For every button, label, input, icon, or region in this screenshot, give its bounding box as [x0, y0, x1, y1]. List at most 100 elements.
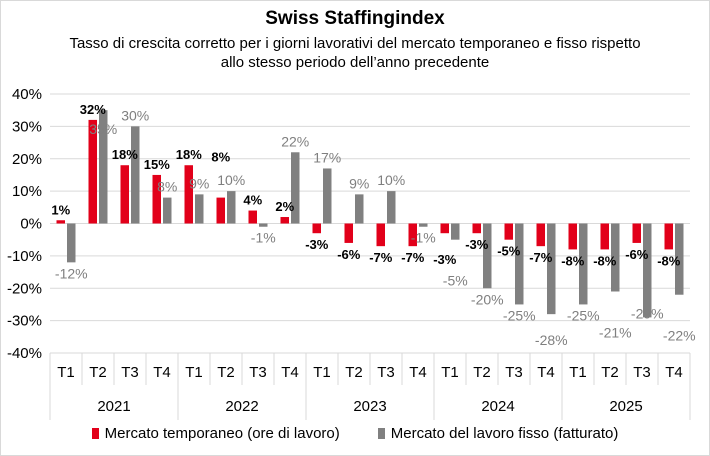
data-label: 18% — [112, 147, 138, 162]
bar-temporary — [568, 223, 577, 250]
bar-temporary — [600, 223, 609, 250]
bar-permanent — [227, 191, 236, 224]
bar-temporary — [152, 174, 161, 224]
data-label: 1% — [51, 202, 70, 217]
data-label: 32% — [80, 102, 106, 117]
legend: Mercato temporaneo (ore di lavoro) Merca… — [0, 425, 710, 442]
bar-temporary — [280, 217, 289, 224]
x-tick-label: T2 — [89, 364, 107, 381]
x-tick-label: T4 — [537, 364, 555, 381]
bar-temporary — [344, 223, 353, 243]
bar-temporary — [248, 210, 257, 224]
x-tick-label: T1 — [441, 364, 459, 381]
data-label: 10% — [217, 172, 245, 188]
legend-label: Mercato del lavoro fisso (fatturato) — [390, 425, 619, 442]
bar-temporary — [440, 223, 449, 234]
legend-label: Mercato temporaneo (ore di lavoro) — [104, 425, 340, 442]
y-tick-label: 10% — [12, 183, 42, 200]
x-tick-label: T1 — [569, 364, 587, 381]
y-tick-label: 0% — [20, 216, 42, 233]
x-tick-label: T2 — [473, 364, 491, 381]
chart-title: Swiss Staffingindex — [265, 8, 445, 29]
y-tick-label: 30% — [12, 118, 42, 135]
bar-temporary — [504, 223, 513, 240]
bar-temporary — [56, 220, 65, 224]
data-label: 18% — [176, 147, 202, 162]
x-tick-label: T2 — [601, 364, 619, 381]
legend-swatch-red — [91, 428, 99, 439]
x-tick-label: T3 — [633, 364, 651, 381]
y-tick-label: 20% — [12, 151, 42, 168]
bar-permanent — [323, 168, 332, 224]
bar-permanent — [131, 126, 140, 224]
data-label: 9% — [349, 175, 369, 191]
y-tick-label: -30% — [7, 313, 42, 330]
legend-item-temporary: Mercato temporaneo (ore di lavoro) — [91, 425, 340, 442]
bar-permanent — [515, 223, 524, 305]
bar-temporary — [312, 223, 321, 234]
bar-permanent — [611, 223, 620, 292]
bar-permanent — [419, 223, 428, 227]
bar-temporary — [408, 223, 417, 247]
data-label: 17% — [313, 149, 341, 165]
data-label: -5% — [443, 273, 468, 289]
data-label: -20% — [471, 291, 504, 307]
bar-permanent — [259, 223, 268, 227]
bar-permanent — [675, 223, 684, 295]
bar-temporary — [472, 223, 481, 234]
bar-temporary — [216, 197, 225, 224]
data-label: -25% — [503, 307, 536, 323]
legend-item-permanent: Mercato del lavoro fisso (fatturato) — [377, 425, 619, 442]
bar-permanent — [195, 194, 204, 224]
year-label: 2022 — [225, 398, 258, 415]
x-tick-label: T1 — [57, 364, 75, 381]
year-label: 2023 — [353, 398, 386, 415]
data-label: 15% — [144, 157, 170, 172]
data-label: -8% — [593, 253, 617, 268]
data-label: -6% — [337, 247, 361, 262]
x-tick-label: T2 — [345, 364, 363, 381]
legend-swatch-gray — [377, 428, 385, 439]
year-label: 2024 — [481, 398, 514, 415]
year-label: 2021 — [97, 398, 130, 415]
bar-permanent — [547, 223, 556, 315]
bar-permanent — [387, 191, 396, 224]
bar-permanent — [67, 223, 76, 263]
data-label: 4% — [243, 193, 262, 208]
x-tick-label: T3 — [505, 364, 523, 381]
x-tick-label: T2 — [217, 364, 235, 381]
data-label: 10% — [377, 172, 405, 188]
data-label: -12% — [55, 265, 88, 281]
data-label: -29% — [631, 305, 664, 321]
bar-permanent — [355, 194, 364, 224]
data-label: 2% — [275, 199, 294, 214]
year-label: 2025 — [609, 398, 642, 415]
bar-temporary — [376, 223, 385, 247]
bar-permanent — [99, 110, 108, 224]
x-tick-label: T3 — [377, 364, 395, 381]
x-tick-label: T1 — [185, 364, 203, 381]
x-tick-label: T1 — [313, 364, 331, 381]
data-label: 22% — [281, 133, 309, 149]
data-label: -22% — [663, 328, 696, 344]
bar-permanent — [579, 223, 588, 305]
bar-temporary — [664, 223, 673, 250]
data-label: -3% — [305, 237, 329, 252]
bar-permanent — [451, 223, 460, 240]
bar-permanent — [291, 152, 300, 224]
chart-subtitle: Tasso di crescita corretto per i giorni … — [69, 35, 641, 71]
bar-permanent — [643, 223, 652, 318]
bar-temporary — [632, 223, 641, 243]
data-label: 35% — [89, 121, 117, 137]
data-label: -7% — [401, 250, 425, 265]
x-tick-label: T4 — [665, 364, 683, 381]
data-label: 8% — [157, 179, 177, 195]
data-label: -3% — [433, 252, 457, 267]
data-label: 8% — [211, 150, 230, 165]
data-label: -3% — [465, 237, 489, 252]
x-tick-label: T4 — [281, 364, 299, 381]
data-label: -8% — [657, 253, 681, 268]
y-tick-label: 40% — [12, 86, 42, 103]
data-label: -1% — [251, 230, 276, 246]
